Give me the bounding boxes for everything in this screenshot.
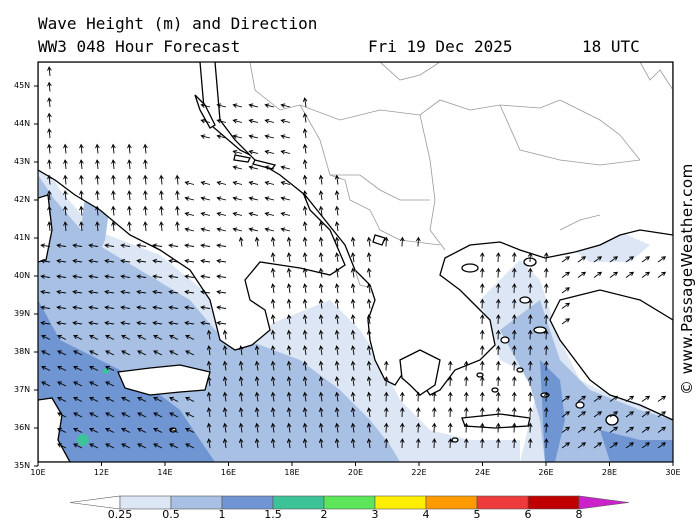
legend-label: 5 <box>457 508 497 521</box>
legend-label: 0.5 <box>151 508 191 521</box>
legend-label: 2 <box>304 508 344 521</box>
legend-label: 1 <box>202 508 242 521</box>
lon-label: 22E <box>404 468 434 477</box>
lat-label: 38N <box>14 347 36 356</box>
forecast-time: 18 UTC <box>582 38 640 56</box>
lon-label: 20E <box>341 468 371 477</box>
lat-label: 45N <box>14 81 36 90</box>
legend-label: 1.5 <box>253 508 293 521</box>
lon-label: 30E <box>658 468 688 477</box>
lat-label: 42N <box>14 195 36 204</box>
lat-label: 40N <box>14 271 36 280</box>
lat-label: 41N <box>14 233 36 242</box>
legend-label: 0.25 <box>100 508 140 521</box>
lat-label: 37N <box>14 385 36 394</box>
lon-label: 10E <box>23 468 53 477</box>
legend-label: 8 <box>559 508 599 521</box>
legend-label: 6 <box>508 508 548 521</box>
lon-label: 12E <box>87 468 117 477</box>
lat-label: 44N <box>14 119 36 128</box>
lon-label: 24E <box>468 468 498 477</box>
lon-label: 26E <box>531 468 561 477</box>
forecast-date: Fri 19 Dec 2025 <box>368 38 513 56</box>
lon-label: 16E <box>214 468 244 477</box>
lon-label: 18E <box>277 468 307 477</box>
legend-label: 3 <box>355 508 395 521</box>
lat-label: 36N <box>14 423 36 432</box>
lat-label: 43N <box>14 157 36 166</box>
lon-label: 14E <box>150 468 180 477</box>
legend-label: 4 <box>406 508 446 521</box>
lon-label: 28E <box>595 468 625 477</box>
lat-label: 39N <box>14 309 36 318</box>
chart-title-line1: Wave Height (m) and Direction <box>38 15 317 33</box>
credit-text: © www.PassageWeather.com <box>678 163 696 395</box>
chart-title-line2: WW3 048 Hour Forecast <box>38 38 240 56</box>
